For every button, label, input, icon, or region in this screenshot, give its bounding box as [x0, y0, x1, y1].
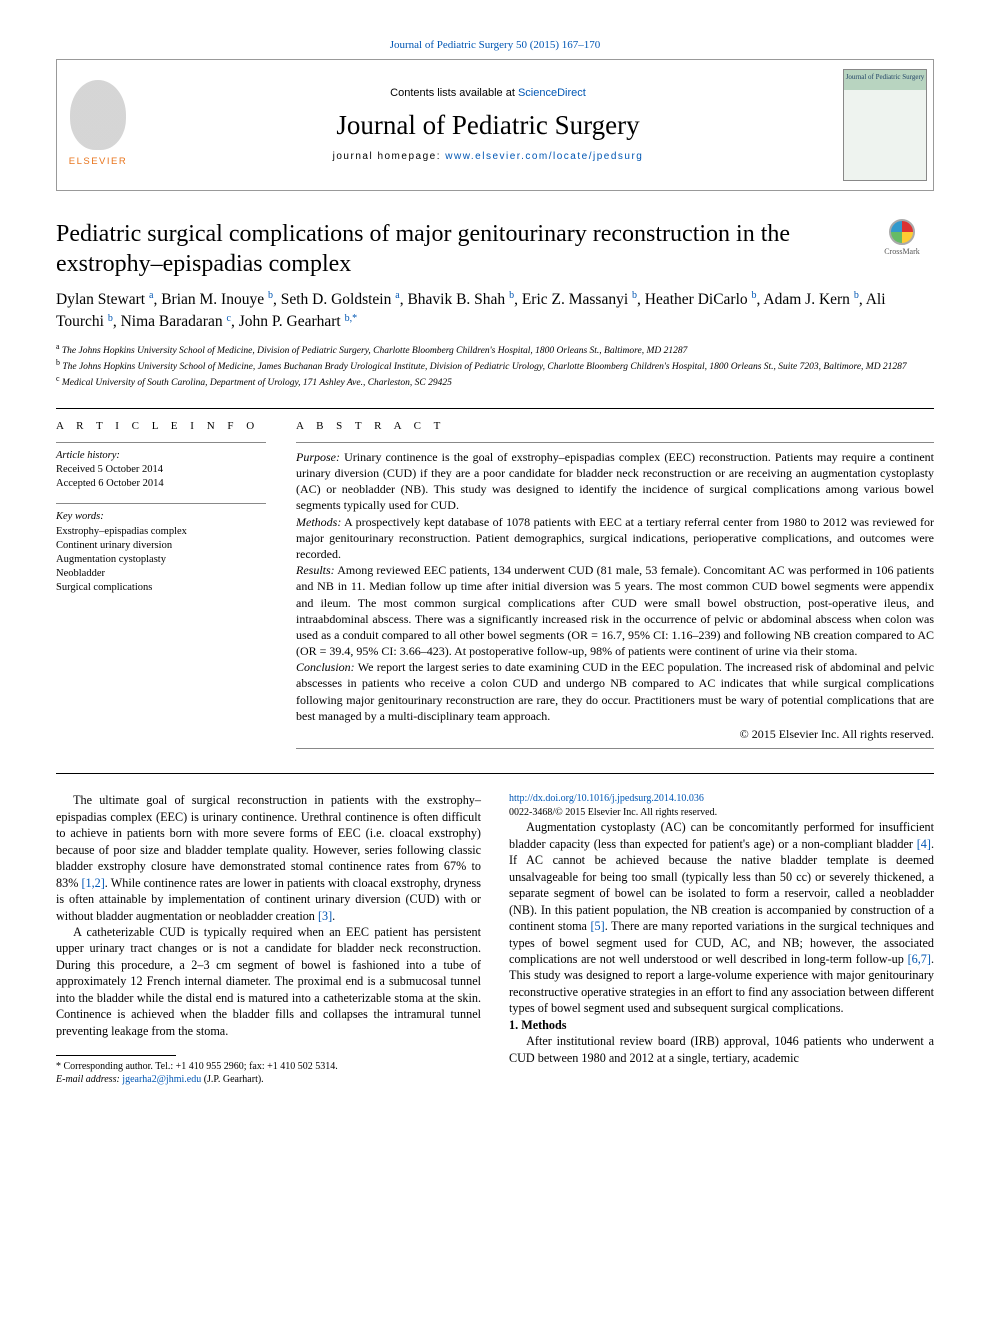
divider: [56, 773, 934, 774]
citation-header: Journal of Pediatric Surgery 50 (2015) 1…: [56, 38, 934, 53]
affiliation-line: c Medical University of South Carolina, …: [56, 374, 934, 390]
corresponding-author: * Corresponding author. Tel.: +1 410 955…: [56, 1060, 481, 1073]
email-attribution: (J.P. Gearhart).: [204, 1074, 264, 1085]
cover-thumb: Journal of Pediatric Surgery: [843, 69, 927, 181]
article-info-column: A R T I C L E I N F O Article history: R…: [56, 419, 266, 755]
elsevier-tree-icon: [70, 80, 126, 150]
divider: [56, 442, 266, 443]
abstract-column: A B S T R A C T Purpose: Urinary contine…: [296, 419, 934, 755]
affil-sup[interactable]: b: [854, 291, 859, 308]
publisher-brand: ELSEVIER: [69, 156, 127, 169]
affiliations: a The Johns Hopkins University School of…: [56, 342, 934, 390]
affil-sup[interactable]: a: [149, 291, 153, 308]
sciencedirect-link[interactable]: ScienceDirect: [518, 87, 586, 99]
body-p1c: .: [332, 909, 335, 923]
doi-link[interactable]: http://dx.doi.org/10.1016/j.jpedsurg.201…: [509, 793, 704, 804]
abstract-body: Purpose: Urinary continence is the goal …: [296, 449, 934, 724]
article-info-heading: A R T I C L E I N F O: [56, 419, 266, 434]
affil-sup[interactable]: a: [395, 291, 399, 308]
journal-cover: Journal of Pediatric Surgery: [837, 60, 933, 190]
abstract-heading: A B S T R A C T: [296, 419, 934, 434]
body-p4: After institutional review board (IRB) a…: [509, 1033, 934, 1066]
homepage-line: journal homepage: www.elsevier.com/locat…: [333, 150, 644, 164]
footnotes: * Corresponding author. Tel.: +1 410 955…: [56, 1060, 481, 1086]
body-p1b: . While continence rates are lower in pa…: [56, 876, 481, 923]
history-label: Article history:: [56, 449, 266, 463]
divider: [56, 408, 934, 409]
doi-block: http://dx.doi.org/10.1016/j.jpedsurg.201…: [509, 792, 934, 819]
keyword: Augmentation cystoplasty: [56, 553, 266, 567]
article-title: Pediatric surgical complications of majo…: [56, 219, 858, 279]
email-label: E-mail address:: [56, 1074, 120, 1085]
abstract-part-text: A prospectively kept database of 1078 pa…: [296, 515, 934, 561]
ref-link[interactable]: [3]: [318, 909, 332, 923]
affiliation-line: b The Johns Hopkins University School of…: [56, 358, 934, 374]
publisher-logo: ELSEVIER: [57, 60, 139, 190]
abstract-part-label: Purpose:: [296, 450, 340, 464]
abstract-copyright: © 2015 Elsevier Inc. All rights reserved…: [296, 726, 934, 742]
abstract-part-label: Conclusion:: [296, 660, 355, 674]
keyword: Exstrophy–epispadias complex: [56, 525, 266, 539]
ref-link[interactable]: [4]: [917, 837, 931, 851]
abstract-part: Results: Among reviewed EEC patients, 13…: [296, 562, 934, 659]
divider: [56, 503, 266, 504]
journal-name: Journal of Pediatric Surgery: [336, 107, 639, 143]
homepage-link[interactable]: www.elsevier.com/locate/jpedsurg: [445, 151, 643, 162]
body-text: The ultimate goal of surgical reconstruc…: [56, 792, 934, 1086]
crossmark-label: CrossMark: [884, 247, 920, 258]
crossmark-icon: [889, 219, 915, 245]
contents-line: Contents lists available at ScienceDirec…: [390, 86, 586, 101]
ref-link[interactable]: [5]: [590, 919, 604, 933]
affil-sup[interactable]: b: [509, 291, 514, 308]
contents-prefix: Contents lists available at: [390, 87, 518, 99]
homepage-prefix: journal homepage:: [333, 151, 446, 162]
affil-sup[interactable]: b: [108, 314, 113, 331]
keywords-list: Exstrophy–epispadias complexContinent ur…: [56, 525, 266, 596]
abstract-part: Methods: A prospectively kept database o…: [296, 514, 934, 563]
affil-sup[interactable]: c: [226, 314, 230, 331]
abstract-part: Conclusion: We report the largest series…: [296, 659, 934, 724]
email-link[interactable]: jgearha2@jhmi.edu: [122, 1074, 201, 1085]
divider: [296, 748, 934, 749]
divider: [296, 442, 934, 443]
issn-copyright: 0022-3468/© 2015 Elsevier Inc. All right…: [509, 807, 717, 818]
authors-line: Dylan Stewart a, Brian M. Inouye b, Seth…: [56, 289, 934, 334]
affil-sup[interactable]: b: [268, 291, 273, 308]
abstract-part: Purpose: Urinary continence is the goal …: [296, 449, 934, 514]
keyword: Surgical complications: [56, 581, 266, 595]
body-p2: A catheterizable CUD is typically requir…: [56, 924, 481, 1039]
affil-sup[interactable]: b: [752, 291, 757, 308]
received-date: Received 5 October 2014: [56, 463, 266, 477]
abstract-part-text: We report the largest series to date exa…: [296, 660, 934, 723]
keyword: Continent urinary diversion: [56, 539, 266, 553]
accepted-date: Accepted 6 October 2014: [56, 477, 266, 491]
affiliation-line: a The Johns Hopkins University School of…: [56, 342, 934, 358]
abstract-part-label: Methods:: [296, 515, 341, 529]
affil-sup[interactable]: b: [632, 291, 637, 308]
ref-link[interactable]: [6,7]: [908, 952, 931, 966]
ref-link[interactable]: [1,2]: [81, 876, 104, 890]
abstract-part-text: Among reviewed EEC patients, 134 underwe…: [296, 563, 934, 658]
affil-sup[interactable]: b,*: [345, 314, 358, 331]
keywords-label: Key words:: [56, 510, 266, 524]
citation-link[interactable]: Journal of Pediatric Surgery 50 (2015) 1…: [390, 39, 601, 51]
journal-header: ELSEVIER Contents lists available at Sci…: [56, 59, 934, 191]
footnote-separator: [56, 1055, 176, 1056]
keyword: Neobladder: [56, 567, 266, 581]
abstract-part-label: Results:: [296, 563, 335, 577]
crossmark-badge[interactable]: CrossMark: [870, 219, 934, 259]
methods-heading: 1. Methods: [509, 1017, 934, 1033]
body-p3a: Augmentation cystoplasty (AC) can be con…: [509, 820, 934, 850]
abstract-part-text: Urinary continence is the goal of exstro…: [296, 450, 934, 513]
